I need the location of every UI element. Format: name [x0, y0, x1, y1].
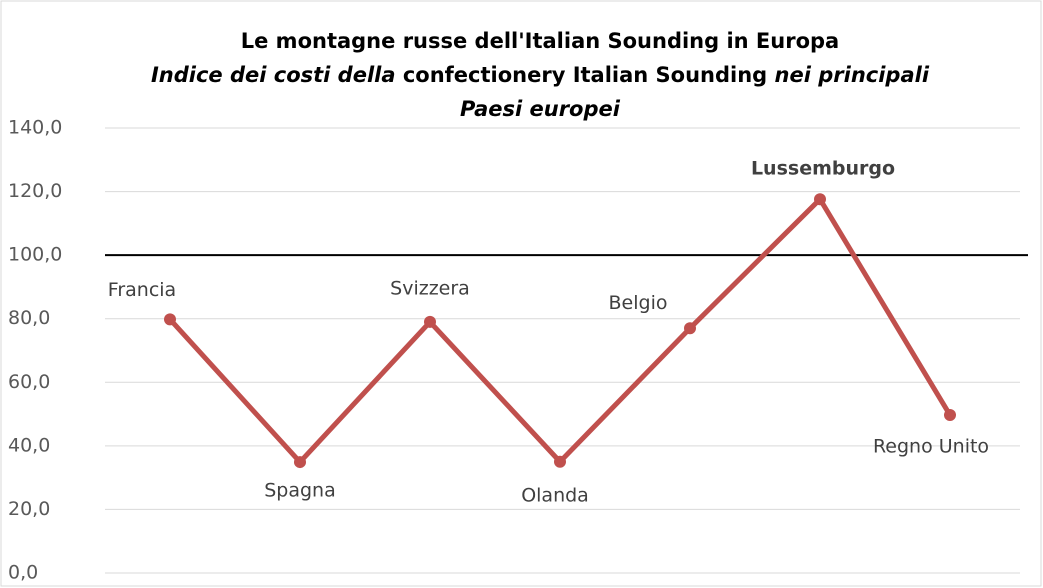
point: [814, 193, 826, 206]
y-tick-label: 100,0: [8, 244, 62, 266]
point-label: Belgio: [609, 292, 668, 314]
point: [684, 322, 696, 335]
point: [554, 455, 566, 468]
point-label: Regno Unito: [873, 436, 989, 458]
subtitle-segment: Indice dei costi della: [151, 63, 396, 87]
y-tick-label: 140,0: [8, 117, 62, 139]
y-tick-label: 80,0: [8, 307, 50, 329]
chart-title: Le montagne russe dell'Italian Sounding …: [241, 29, 839, 53]
point-label: Svizzera: [390, 277, 470, 299]
chart-subtitle: Indice dei costi della confectionery Ita…: [151, 63, 930, 87]
y-tick-label: 40,0: [8, 434, 50, 456]
y-tick-label: 60,0: [8, 371, 50, 393]
y-tick-label: 20,0: [8, 498, 50, 520]
subtitle-segment: Paesi europei: [460, 97, 621, 121]
point-label: Francia: [108, 279, 176, 301]
subtitle-segment: confectionery Italian Sounding: [396, 63, 775, 87]
point: [294, 456, 306, 469]
point: [944, 409, 956, 422]
point: [424, 315, 436, 328]
chart-subtitle: Paesi europei: [460, 97, 621, 121]
point-label: Lussemburgo: [751, 158, 895, 180]
point-label: Spagna: [264, 480, 336, 502]
subtitle-segment: nei principali: [775, 63, 930, 87]
y-tick-label: 120,0: [8, 180, 62, 202]
point-label: Olanda: [521, 484, 589, 506]
point: [164, 313, 176, 326]
y-tick-label: 0,0: [8, 562, 38, 584]
